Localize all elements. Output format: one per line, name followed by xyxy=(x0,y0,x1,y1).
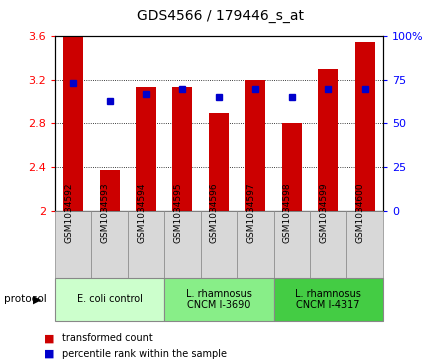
Text: E. coli control: E. coli control xyxy=(77,294,143,305)
Bar xyxy=(355,42,374,211)
Text: GSM1034598: GSM1034598 xyxy=(283,182,292,243)
Text: percentile rank within the sample: percentile rank within the sample xyxy=(62,349,227,359)
Text: protocol: protocol xyxy=(4,294,47,305)
Text: GSM1034593: GSM1034593 xyxy=(101,182,110,243)
Bar xyxy=(209,113,229,211)
Text: ▶: ▶ xyxy=(33,294,41,305)
Text: GSM1034592: GSM1034592 xyxy=(64,182,73,242)
Bar xyxy=(63,36,83,211)
Bar xyxy=(246,80,265,211)
Text: GSM1034596: GSM1034596 xyxy=(210,182,219,243)
Text: GSM1034594: GSM1034594 xyxy=(137,182,146,242)
Text: L. rhamnosus
CNCM I-4317: L. rhamnosus CNCM I-4317 xyxy=(295,289,361,310)
Text: ■: ■ xyxy=(44,333,55,343)
Text: GDS4566 / 179446_s_at: GDS4566 / 179446_s_at xyxy=(136,9,304,23)
Bar xyxy=(282,123,302,211)
Text: GSM1034597: GSM1034597 xyxy=(246,182,255,243)
Text: ■: ■ xyxy=(44,349,55,359)
Bar xyxy=(318,69,338,211)
Bar xyxy=(136,87,156,211)
Text: GSM1034600: GSM1034600 xyxy=(356,182,365,243)
Text: L. rhamnosus
CNCM I-3690: L. rhamnosus CNCM I-3690 xyxy=(186,289,252,310)
Text: GSM1034595: GSM1034595 xyxy=(173,182,183,243)
Text: transformed count: transformed count xyxy=(62,333,152,343)
Bar xyxy=(99,170,120,211)
Bar xyxy=(172,87,192,211)
Text: GSM1034599: GSM1034599 xyxy=(319,182,328,243)
